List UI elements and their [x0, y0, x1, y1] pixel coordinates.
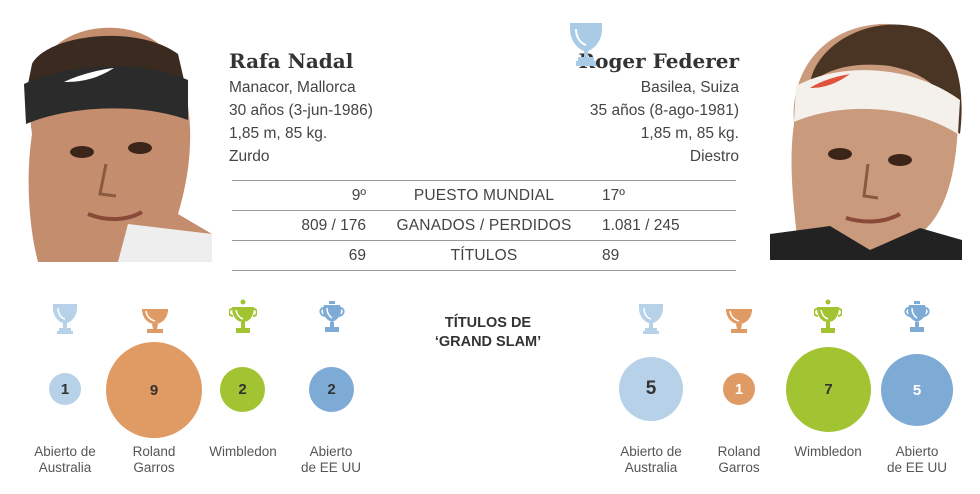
won-lost-label: GANADOS / PERDIDOS — [396, 216, 572, 234]
wimbledon-gilt-cup-trophy-icon — [813, 299, 843, 340]
australia-cup-trophy-icon — [638, 303, 664, 340]
roland-label-line1: Roland — [717, 444, 761, 459]
federer-usopen-label: Abierto de EE UU — [872, 444, 962, 476]
federer-roland-label: Roland Garros — [694, 444, 784, 476]
nadal-wimbledon-count: 2 — [238, 381, 247, 398]
wimbledon-label-line1: Wimbledon — [209, 444, 277, 459]
grand-slam-heading-line1: TÍTULOS DE — [444, 315, 532, 331]
nadal-birthplace: Manacor, Mallorca — [229, 79, 356, 96]
roland-label-line1: Roland — [132, 444, 176, 459]
australia-label-line2: Australia — [38, 460, 92, 475]
nadal-titles: 69 — [348, 246, 366, 264]
federer-height-weight: 1,85 m, 85 kg. — [640, 125, 739, 142]
cup-trophy-icon — [568, 21, 604, 72]
wimbledon-label-line1: Wimbledon — [794, 444, 862, 459]
nadal-age: 30 años (3-jun-1986) — [229, 102, 373, 119]
nadal-photo — [18, 24, 212, 262]
federer-roland-count: 1 — [734, 380, 744, 398]
grand-slam-heading: TÍTULOS DE ‘GRAND SLAM’ — [408, 314, 568, 352]
stat-row-won-lost: 809 / 176 GANADOS / PERDIDOS 1.081 / 245 — [232, 210, 736, 240]
federer-australia-count: 5 — [645, 378, 657, 399]
federer-usopen-circle: 5 — [881, 354, 953, 426]
nadal-info: Manacor, Mallorca 30 años (3-jun-1986) 1… — [229, 76, 373, 168]
federer-roland-circle: 1 — [723, 373, 755, 405]
nadal-name: Rafa Nadal — [229, 49, 354, 73]
nadal-australia-label: Abierto de Australia — [20, 444, 110, 476]
federer-birthplace: Basilea, Suiza — [640, 79, 739, 96]
usopen-urn-trophy-icon — [318, 300, 346, 339]
titles-label: TÍTULOS — [450, 246, 518, 264]
federer-usopen-count: 5 — [912, 381, 922, 399]
nadal-usopen-count: 2 — [327, 381, 336, 398]
federer-wimbledon-label: Wimbledon — [783, 444, 873, 460]
federer-australia-circle: 5 — [619, 357, 683, 421]
usopen-label-line1: Abierto — [309, 444, 353, 459]
roland-label-line2: Garros — [133, 460, 175, 475]
nadal-wimbledon-label: Wimbledon — [198, 444, 288, 460]
federer-name: Roger Federer — [578, 49, 739, 73]
nadal-usopen-circle: 2 — [309, 367, 354, 412]
federer-wimbledon-circle: 7 — [786, 347, 871, 432]
roland-bowl-trophy-icon — [725, 307, 753, 340]
nadal-hand: Zurdo — [229, 148, 270, 165]
australia-label-line2: Australia — [624, 460, 678, 475]
federer-age: 35 años (8-ago-1981) — [589, 102, 739, 119]
nadal-australia-count: 1 — [60, 380, 70, 398]
nadal-roland-circle: 9 — [106, 342, 202, 438]
federer-wimbledon-count: 7 — [824, 381, 833, 398]
australia-label-line1: Abierto de — [34, 444, 96, 459]
federer-info: Basilea, Suiza 35 años (8-ago-1981) 1,85… — [590, 76, 739, 168]
nadal-roland-count: 9 — [149, 381, 159, 399]
nadal-australia-circle: 1 — [49, 373, 81, 405]
federer-ranking: 17º — [602, 186, 625, 204]
nadal-ranking: 9º — [351, 186, 366, 204]
usopen-label-line2: de EE UU — [886, 460, 948, 475]
ranking-label: PUESTO MUNDIAL — [413, 186, 555, 204]
wimbledon-gilt-cup-trophy-icon — [228, 299, 258, 340]
federer-titles: 89 — [602, 246, 620, 264]
stats-table: 9º PUESTO MUNDIAL 17º 809 / 176 GANADOS … — [232, 180, 736, 271]
stat-row-titles: 69 TÍTULOS 89 — [232, 240, 736, 271]
federer-hand: Diestro — [689, 148, 739, 165]
stat-row-ranking: 9º PUESTO MUNDIAL 17º — [232, 180, 736, 210]
australia-cup-trophy-icon — [52, 303, 78, 340]
grand-slam-heading-line2: ‘GRAND SLAM’ — [434, 334, 542, 350]
federer-australia-label: Abierto de Australia — [606, 444, 696, 476]
nadal-usopen-label: Abierto de EE UU — [286, 444, 376, 476]
nadal-roland-label: Roland Garros — [109, 444, 199, 476]
nadal-wimbledon-circle: 2 — [220, 367, 265, 412]
federer-photo — [770, 14, 962, 260]
federer-won-lost: 1.081 / 245 — [602, 216, 680, 234]
nadal-won-lost: 809 / 176 — [301, 216, 366, 234]
nadal-height-weight: 1,85 m, 85 kg. — [229, 125, 328, 142]
roland-bowl-trophy-icon — [141, 307, 169, 340]
usopen-label-line1: Abierto — [895, 444, 939, 459]
usopen-urn-trophy-icon — [903, 300, 931, 339]
australia-label-line1: Abierto de — [620, 444, 682, 459]
usopen-label-line2: de EE UU — [300, 460, 362, 475]
roland-label-line2: Garros — [718, 460, 760, 475]
